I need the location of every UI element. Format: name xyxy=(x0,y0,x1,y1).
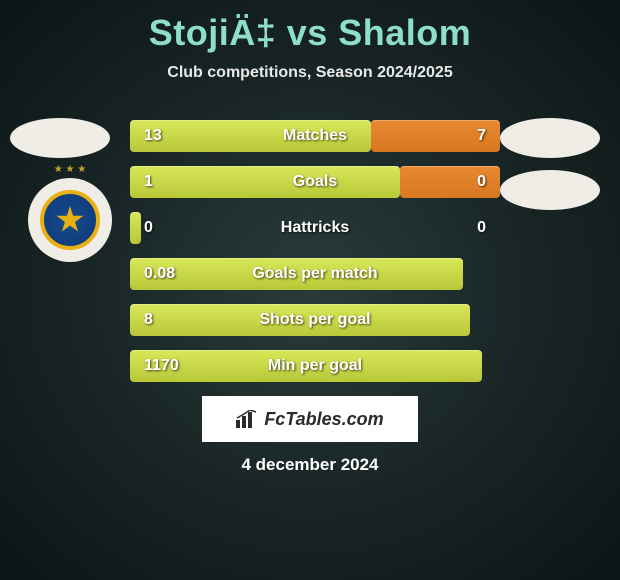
fctables-chart-icon xyxy=(236,410,258,428)
branding-text: FcTables.com xyxy=(264,409,383,430)
stats-container: 13 Matches 7 1 Goals 0 0 Hattricks 0 0.0… xyxy=(130,120,500,396)
badge-star-icon xyxy=(56,206,84,234)
subtitle: Club competitions, Season 2024/2025 xyxy=(0,64,620,82)
date-text: 4 december 2024 xyxy=(241,455,378,475)
value-left: 8 xyxy=(144,311,153,329)
branding-box[interactable]: FcTables.com xyxy=(202,396,418,442)
stat-label: Goals xyxy=(293,173,337,191)
bar-left xyxy=(130,212,141,244)
player-right-logo-1 xyxy=(500,118,600,158)
value-left: 1 xyxy=(144,173,153,191)
value-right: 7 xyxy=(477,127,486,145)
bar-left xyxy=(130,166,400,198)
value-left: 1170 xyxy=(144,357,179,375)
stat-label: Matches xyxy=(283,127,347,145)
player-right-logo-2 xyxy=(500,170,600,210)
stat-row-matches: 13 Matches 7 xyxy=(130,120,500,152)
badge-stars: ★ ★ ★ xyxy=(54,164,86,175)
stat-label: Shots per goal xyxy=(259,311,370,329)
stat-label: Min per goal xyxy=(268,357,362,375)
value-right: 0 xyxy=(477,219,486,237)
page-title: StojiÄ‡ vs Shalom xyxy=(0,0,620,54)
value-right: 0 xyxy=(477,173,486,191)
stat-label: Hattricks xyxy=(281,219,349,237)
value-left: 0.08 xyxy=(144,265,175,283)
stat-row-mpg: 1170 Min per goal xyxy=(130,350,500,382)
stat-row-goals: 1 Goals 0 xyxy=(130,166,500,198)
player-left-logo xyxy=(10,118,110,158)
stat-row-hattricks: 0 Hattricks 0 xyxy=(130,212,500,244)
stat-row-spg: 8 Shots per goal xyxy=(130,304,500,336)
value-left: 0 xyxy=(144,219,153,237)
club-badge: ★ ★ ★ xyxy=(28,178,112,262)
stat-label: Goals per match xyxy=(252,265,377,283)
value-left: 13 xyxy=(144,127,162,145)
stat-row-gpm: 0.08 Goals per match xyxy=(130,258,500,290)
badge-inner xyxy=(40,190,100,250)
